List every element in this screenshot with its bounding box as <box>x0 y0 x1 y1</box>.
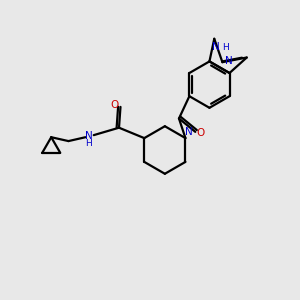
Text: N: N <box>184 127 192 137</box>
Text: H: H <box>85 139 92 148</box>
Text: H: H <box>222 43 229 52</box>
Text: N: N <box>85 131 92 141</box>
Text: O: O <box>110 100 119 110</box>
Text: O: O <box>196 128 205 138</box>
Text: N: N <box>225 56 233 66</box>
Text: N: N <box>212 42 220 52</box>
